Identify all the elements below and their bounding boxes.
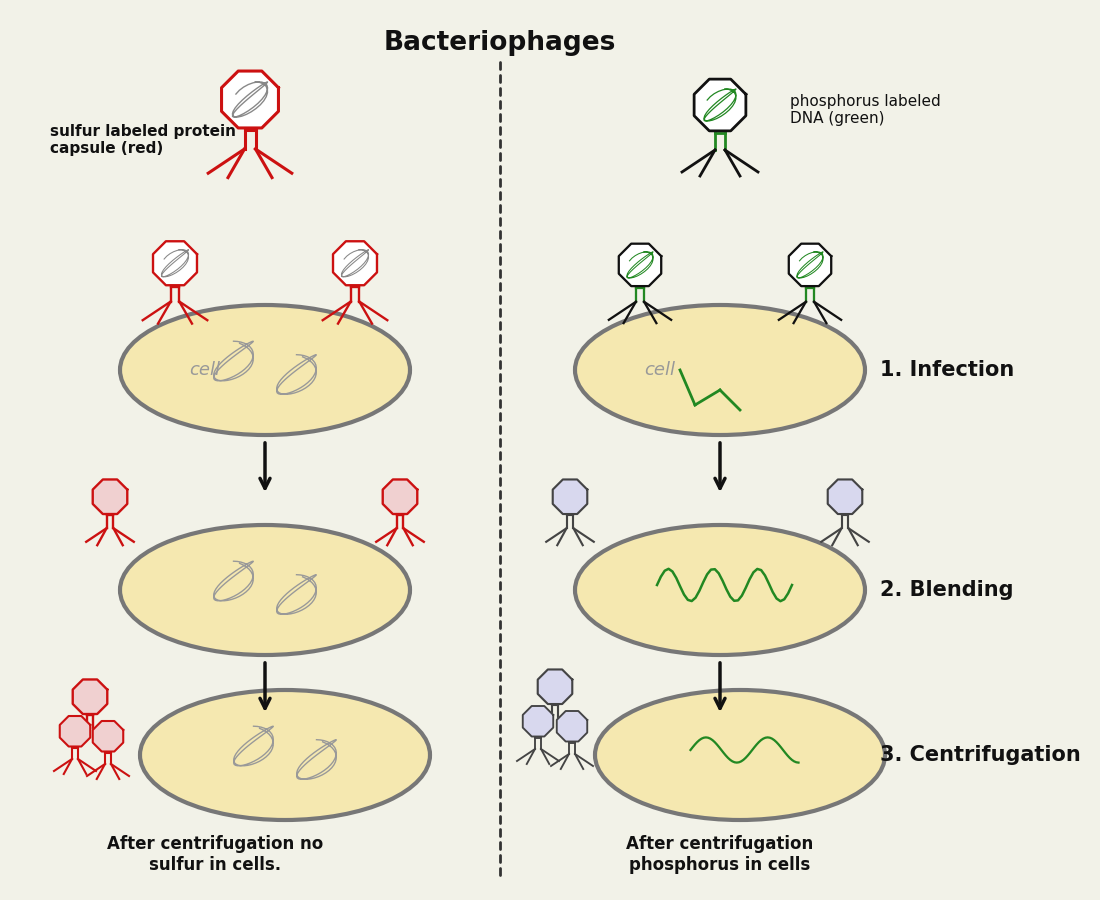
Polygon shape [694,79,746,130]
Polygon shape [73,680,108,714]
Text: Bacteriophages: Bacteriophages [384,30,616,56]
Text: 1. Infection: 1. Infection [880,360,1014,380]
Polygon shape [333,241,377,285]
Ellipse shape [575,525,865,655]
Polygon shape [552,480,587,514]
Polygon shape [789,244,832,286]
Text: cell: cell [189,361,220,379]
Text: 3. Centrifugation: 3. Centrifugation [880,745,1080,765]
Polygon shape [619,244,661,286]
Text: 2. Blending: 2. Blending [880,580,1013,600]
Polygon shape [153,241,197,285]
Text: phosphorus labeled
DNA (green): phosphorus labeled DNA (green) [790,94,940,126]
Text: After centrifugation no
sulfur in cells.: After centrifugation no sulfur in cells. [107,835,323,874]
Polygon shape [59,716,90,746]
Text: cell: cell [645,361,675,379]
Polygon shape [383,480,417,514]
Polygon shape [538,670,572,704]
Polygon shape [522,706,553,736]
Text: sulfur labeled protein
capsule (red): sulfur labeled protein capsule (red) [50,124,236,157]
Ellipse shape [575,305,865,435]
Text: After centrifugation
phosphorus in cells: After centrifugation phosphorus in cells [626,835,814,874]
Ellipse shape [120,525,410,655]
Polygon shape [827,480,862,514]
Ellipse shape [120,305,410,435]
Polygon shape [92,721,123,752]
Polygon shape [92,480,128,514]
Polygon shape [221,71,278,128]
Ellipse shape [140,690,430,820]
Polygon shape [557,711,587,742]
Ellipse shape [595,690,886,820]
